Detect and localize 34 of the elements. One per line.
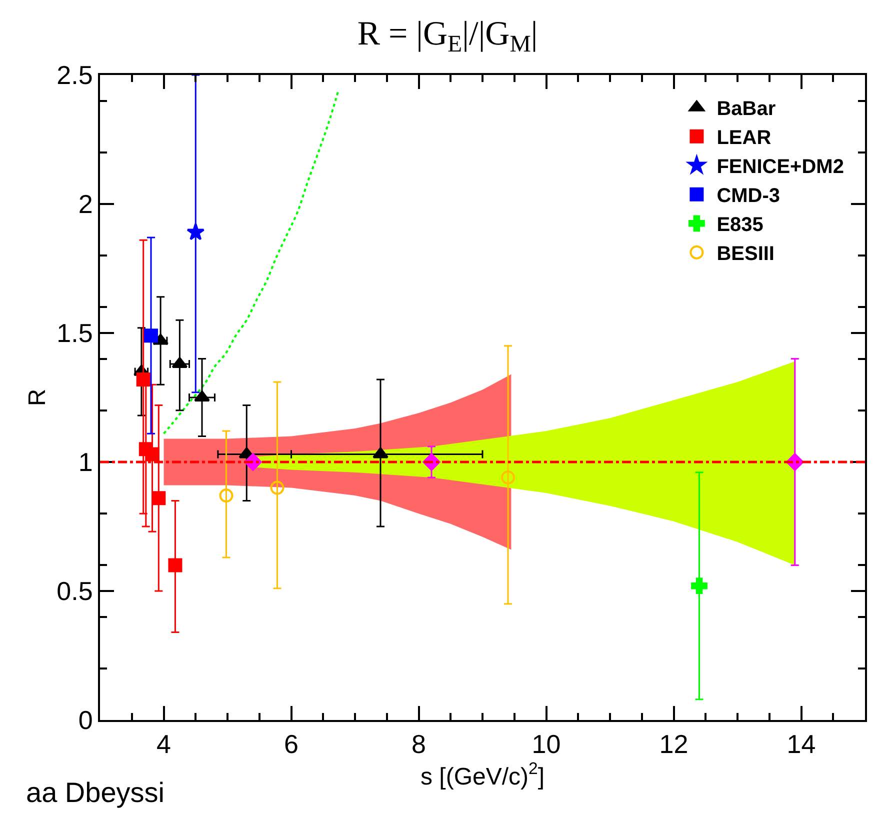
y-tick-label: 1 <box>78 447 93 478</box>
line-series <box>162 89 340 435</box>
legend-label: FENICE+DM2 <box>716 156 844 178</box>
point <box>372 447 388 458</box>
x-tick-label: 10 <box>532 729 561 760</box>
point <box>186 222 205 240</box>
x-tick-label: 8 <box>412 729 426 760</box>
point <box>152 491 166 506</box>
point <box>219 488 234 503</box>
point <box>136 372 150 386</box>
y-tick-label: 2 <box>78 189 93 220</box>
x-tick-label: 4 <box>156 729 171 760</box>
x-tick-label: 6 <box>284 729 298 760</box>
point <box>501 470 515 484</box>
legend-label: E835 <box>716 214 764 236</box>
point <box>691 578 708 594</box>
point <box>270 480 284 495</box>
text: aa Dbeyssi <box>26 777 165 808</box>
point <box>145 447 160 462</box>
legend-label: CMD-3 <box>716 185 780 208</box>
point <box>168 558 182 572</box>
x-tick-label: 12 <box>659 729 688 760</box>
legend-label: LEAR <box>716 127 772 150</box>
legend-label: BESIII <box>716 243 774 266</box>
x-tick-label: 14 <box>786 729 816 760</box>
point <box>144 328 158 343</box>
y-axis-title: R <box>24 388 52 406</box>
y-tick-label: 2.5 <box>56 60 93 90</box>
y-tick-label: 0.5 <box>56 576 93 606</box>
chart-title: R = |G$_{E}$|/|G$_{M}$| <box>357 15 538 58</box>
y-tick-label: 0 <box>78 705 93 736</box>
x-axis-title: s [(GeV/c)$^{2}$] <box>420 759 545 790</box>
y-tick-label: 1.5 <box>56 318 93 348</box>
legend-label: BaBar <box>716 98 776 120</box>
